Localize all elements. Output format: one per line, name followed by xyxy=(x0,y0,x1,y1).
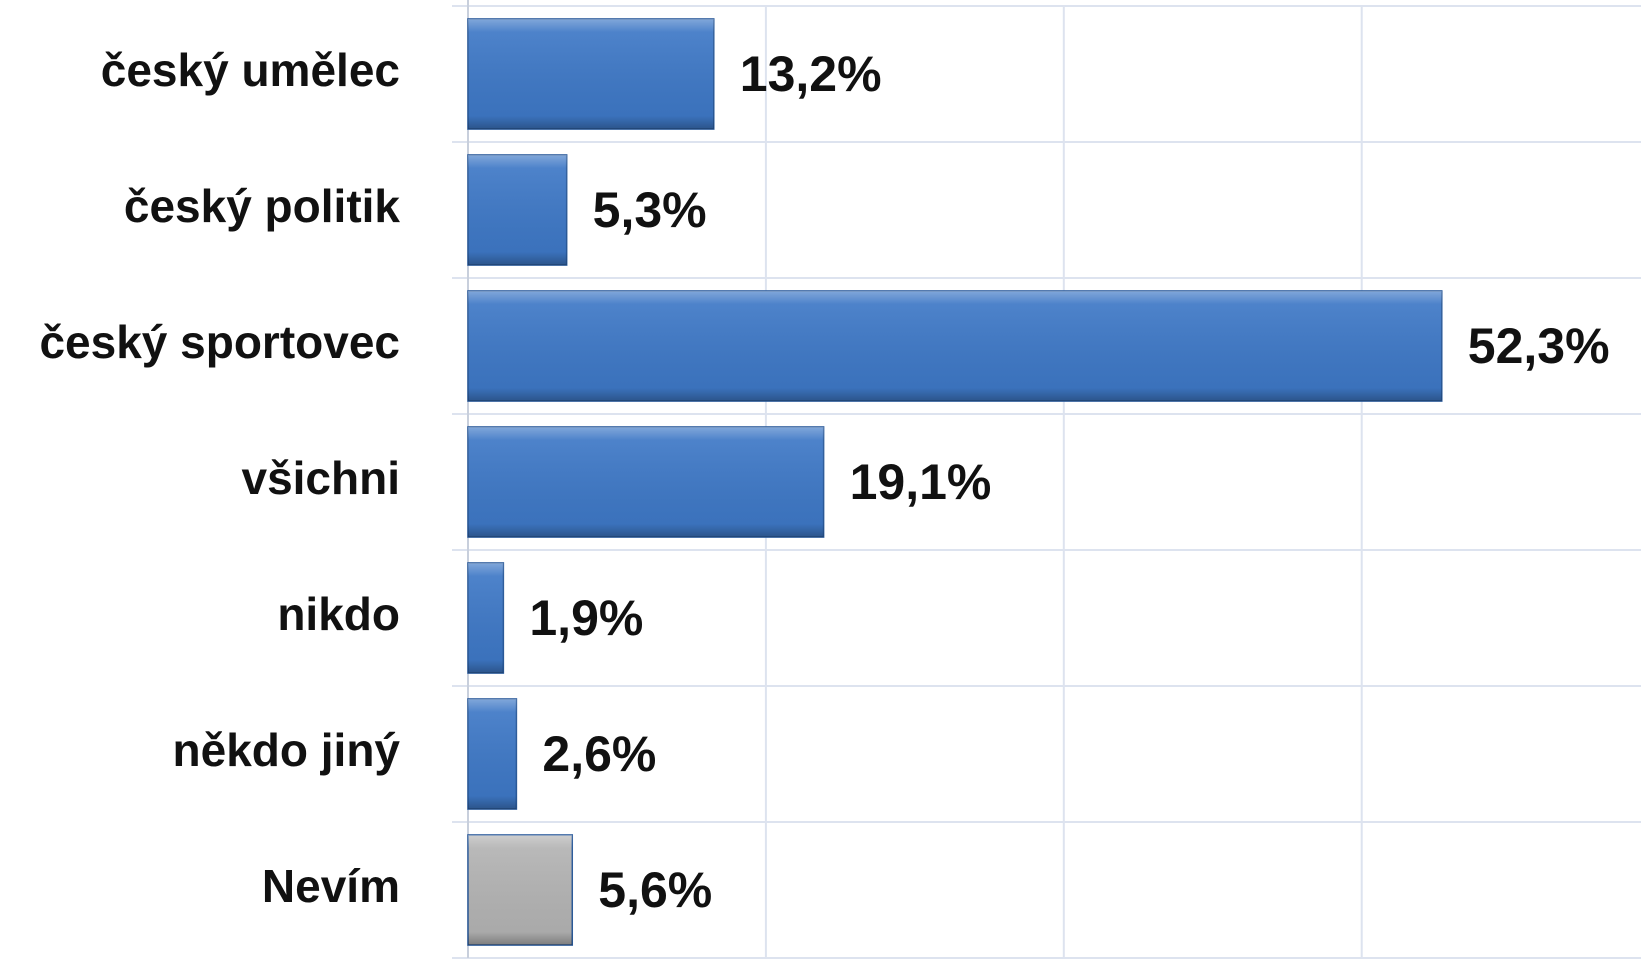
category-label: někdo jiný xyxy=(173,724,401,776)
value-label: 13,2% xyxy=(740,46,882,102)
category-label: český politik xyxy=(124,180,401,232)
category-label: nikdo xyxy=(277,588,400,640)
category-label: český umělec xyxy=(101,44,400,96)
bar-shade xyxy=(468,834,573,946)
bar-shade xyxy=(468,698,517,810)
category-label: český sportovec xyxy=(39,316,400,368)
value-label: 2,6% xyxy=(542,726,656,782)
bar-shade xyxy=(468,290,1442,402)
category-label: Nevím xyxy=(262,860,400,912)
bar-shade xyxy=(468,18,714,130)
value-label: 52,3% xyxy=(1468,318,1610,374)
value-label: 5,3% xyxy=(593,182,707,238)
value-label: 5,6% xyxy=(598,862,712,918)
bar-shade xyxy=(468,426,824,538)
bar-shade xyxy=(468,562,504,674)
value-label: 1,9% xyxy=(529,590,643,646)
bar-shade xyxy=(468,154,567,266)
category-label: všichni xyxy=(241,452,400,504)
value-label: 19,1% xyxy=(850,454,992,510)
